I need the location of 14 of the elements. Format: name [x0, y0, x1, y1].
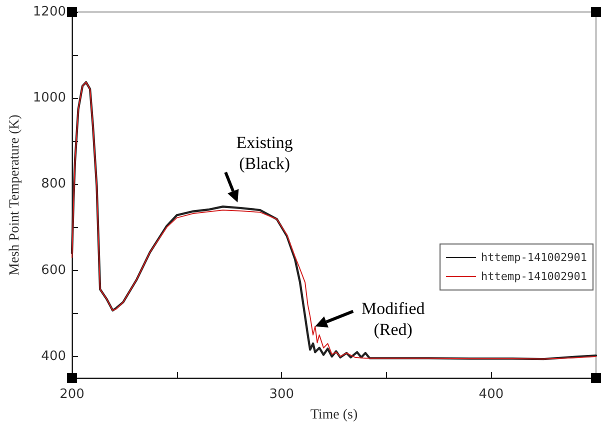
- y-tick-label: 400: [41, 348, 66, 364]
- y-tick-label: 600: [41, 262, 66, 278]
- y-tick-label: 800: [41, 176, 66, 192]
- y-axis-title: Mesh Point Temperature (K): [8, 114, 22, 276]
- annotation: Existing (Black): [236, 132, 293, 174]
- x-axis-title: Time (s): [310, 408, 358, 422]
- x-tick-label: 400: [478, 387, 504, 402]
- legend-label: httemp-141002901: [481, 251, 588, 264]
- y-tick-label: 1000: [32, 90, 66, 106]
- x-tick-label: 300: [269, 387, 294, 402]
- y-tick-label: 1200: [32, 4, 66, 20]
- annotation: Modified (Red): [361, 298, 425, 340]
- x-tick-label: 200: [60, 387, 84, 402]
- legend-label: httemp-141002901: [481, 270, 588, 283]
